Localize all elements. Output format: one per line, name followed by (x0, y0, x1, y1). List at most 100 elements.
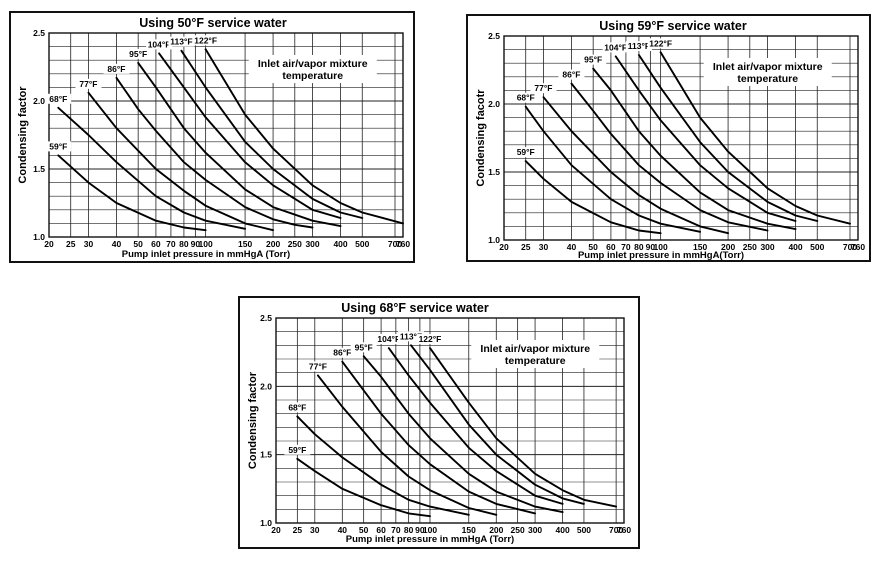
chart-title: Using 50°F service water (139, 16, 287, 30)
x-tick-label: 20 (499, 242, 509, 252)
x-tick-label: 200 (489, 525, 503, 535)
series-label: 68°F (517, 93, 535, 103)
x-tick-label: 300 (528, 525, 542, 535)
series-label-background (146, 39, 173, 50)
y-axis-label: Condensing factor (17, 86, 29, 184)
annotation-text: Inlet air/vapor mixture (258, 58, 368, 70)
y-tick-label: 2.5 (260, 313, 272, 323)
x-tick-label: 400 (788, 242, 802, 252)
series-label-background (512, 92, 539, 103)
x-tick-label: 250 (288, 239, 302, 249)
series-line-113f (637, 54, 819, 222)
x-tick-label: 80 (634, 242, 644, 252)
series-label: 95°F (129, 49, 147, 59)
x-tick-label: 90 (191, 239, 201, 249)
series-label: 77°F (534, 83, 552, 93)
y-tick-label: 1.0 (260, 518, 272, 528)
x-tick-label: 50 (359, 525, 369, 535)
series-label-background (625, 41, 652, 52)
x-tick-label: 150 (462, 525, 476, 535)
x-tick-label: 500 (355, 239, 369, 249)
series-label: 59°F (517, 147, 535, 157)
x-tick-label: 25 (293, 525, 303, 535)
annotation-text: Inlet air/vapor mixture (480, 343, 590, 355)
chart-svg: Using 50°F service water 20 25 30 40 50 60 70 80… (17, 16, 410, 260)
series-label-background (512, 147, 539, 158)
annotation-text: temperature (282, 70, 343, 82)
series-label: 86°F (333, 348, 351, 358)
series-line-113f (410, 344, 585, 505)
series-label: 95°F (584, 55, 602, 65)
x-tick-label: 70 (391, 525, 401, 535)
x-tick-label: 90 (646, 242, 656, 252)
y-tick-label: 2.5 (488, 31, 500, 41)
x-tick-label: 150 (238, 239, 252, 249)
x-tick-label: 700 (609, 525, 623, 535)
x-tick-label: 500 (577, 525, 591, 535)
series-label: 104°F (604, 42, 627, 52)
chart-68f-service-water: Using 68°F service water 20 25 30 40 50 60 70 80… (238, 296, 640, 549)
series-label: 86°F (107, 64, 125, 74)
series-label: 113°F (400, 331, 422, 341)
series-label-background (75, 78, 102, 89)
annotation-background (471, 340, 600, 368)
x-tick-label: 20 (44, 239, 54, 249)
series-line-68f (57, 106, 247, 230)
x-tick-label: 700 (388, 239, 402, 249)
annotation-background (703, 58, 832, 86)
x-tick-label: 30 (310, 525, 320, 535)
series-line-86f (570, 82, 769, 232)
y-tick-label: 1.0 (33, 232, 45, 242)
y-axis-label: Condensing factor (247, 371, 259, 469)
chart-svg: Using 68°F service water 20 25 30 40 50 60 70 80… (247, 301, 631, 545)
series-line-95f (592, 67, 797, 231)
series-label-background (329, 347, 356, 358)
series-label: 59°F (288, 445, 306, 455)
series-label-background (530, 83, 557, 94)
series-label: 113°F (170, 37, 192, 47)
series-label: 77°F (79, 79, 97, 89)
chart-50f-service-water: Using 50°F service water 20 25 30 40 50 60 70 80… (9, 11, 415, 263)
series-label-background (192, 35, 219, 46)
series-label-background (284, 402, 311, 413)
series-line-122f (429, 347, 618, 508)
annotation-text: temperature (505, 355, 566, 367)
x-tick-label: 300 (305, 239, 319, 249)
x-tick-label: 80 (404, 525, 414, 535)
chart-title: Using 68°F service water (341, 301, 489, 315)
series-line-86f (341, 360, 537, 515)
y-tick-label: 1.5 (260, 450, 272, 460)
x-tick-label: 30 (539, 242, 549, 252)
series-label: 122°F (649, 38, 672, 48)
series-line-95f (137, 61, 342, 228)
series-label-background (45, 93, 72, 104)
x-tick-label: 30 (84, 239, 94, 249)
x-tick-label: 500 (810, 242, 824, 252)
x-tick-label: 50 (133, 239, 143, 249)
series-label-background (647, 38, 674, 49)
series-label: 95°F (355, 342, 373, 352)
chart-svg: Using 59°F service water 20 25 30 40 50 60 70 80… (475, 19, 865, 261)
chart-59f-service-water: Using 59°F service water 20 25 30 40 50 60 70 80… (466, 14, 871, 262)
series-label: 104°F (377, 334, 400, 344)
plot-frame (48, 32, 404, 238)
x-tick-label: 250 (743, 242, 757, 252)
x-tick-label: 300 (760, 242, 774, 252)
x-tick-label: 200 (266, 239, 280, 249)
series-label-background (125, 48, 152, 59)
x-tick-label: 100 (423, 525, 437, 535)
x-tick-label: 40 (567, 242, 577, 252)
series-label: 86°F (562, 70, 580, 80)
x-tick-label: 150 (693, 242, 707, 252)
x-tick-label: 25 (521, 242, 531, 252)
series-line-77f (316, 374, 498, 516)
series-label: 77°F (309, 361, 327, 371)
series-label-background (350, 342, 377, 353)
series-label-background (168, 36, 195, 47)
annotation-text: temperature (737, 73, 798, 85)
x-tick-label: 40 (338, 525, 348, 535)
series-label-background (284, 444, 311, 455)
x-tick-label: 700 (843, 242, 857, 252)
series-line-122f (659, 51, 851, 225)
x-tick-label: 100 (654, 242, 668, 252)
